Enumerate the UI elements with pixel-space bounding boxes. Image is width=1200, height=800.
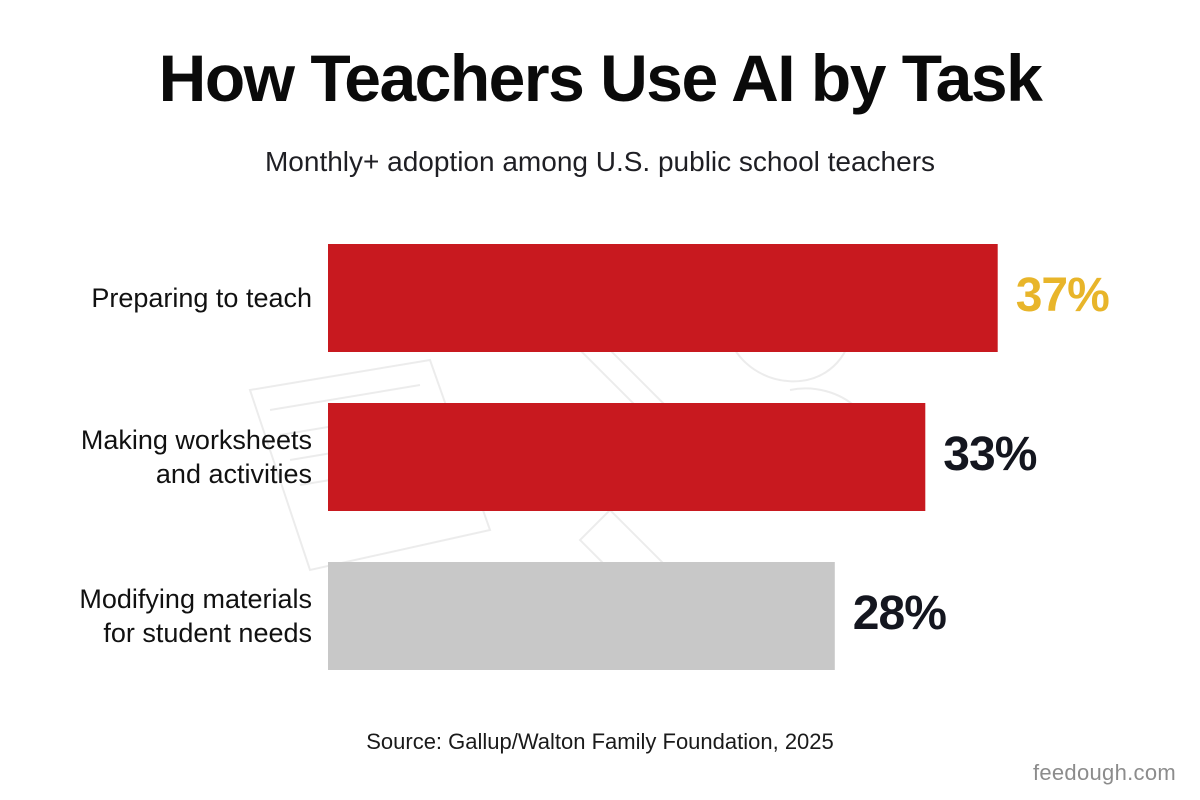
chart-title: How Teachers Use AI by Task <box>158 41 1043 115</box>
category-label-2: Making worksheets and activities <box>0 423 312 491</box>
category-label-line: Modifying materials <box>79 584 312 614</box>
bar-1 <box>328 244 998 352</box>
chart-subtitle: Monthly+ adoption among U.S. public scho… <box>264 146 936 177</box>
category-label-line: and activities <box>155 459 312 489</box>
category-label-1: Preparing to teach <box>0 281 312 315</box>
category-label-line: Preparing to teach <box>91 283 312 313</box>
value-label-3: 28% <box>852 587 947 640</box>
category-label-line: Making worksheets <box>80 425 312 455</box>
bar-3 <box>328 562 835 670</box>
source-note: Source: Gallup/Walton Family Foundation,… <box>366 729 834 754</box>
bar-2 <box>328 403 926 511</box>
value-label-1: 37% <box>1015 269 1110 322</box>
brand-watermark: feedough.com <box>1032 760 1176 785</box>
category-label-3: Modifying materials for student needs <box>0 582 312 650</box>
category-label-line: for student needs <box>103 618 312 648</box>
value-label-2: 33% <box>943 428 1037 481</box>
